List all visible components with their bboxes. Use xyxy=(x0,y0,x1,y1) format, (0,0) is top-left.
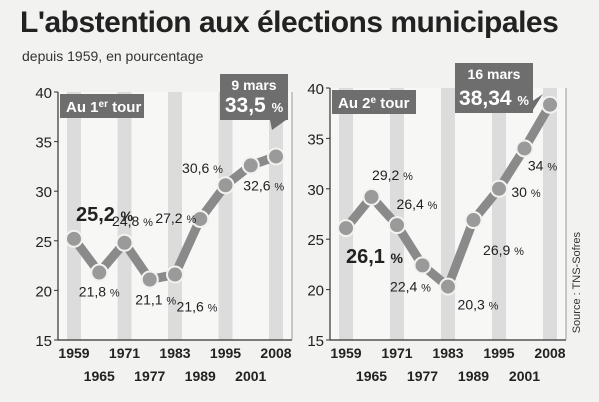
data-point xyxy=(515,139,534,158)
x-tick-label: 1959 xyxy=(330,345,361,361)
y-tick-label: 30 xyxy=(35,184,52,201)
data-label: 21,8 % xyxy=(79,284,120,300)
callout-value: 38,34 % xyxy=(459,87,529,110)
year-band xyxy=(269,92,283,340)
data-point xyxy=(490,179,508,198)
x-tick-label: 1983 xyxy=(159,345,190,361)
callout-box xyxy=(455,63,533,113)
x-tick-label: 2008 xyxy=(534,345,565,361)
data-point xyxy=(191,209,210,228)
data-point xyxy=(216,176,235,195)
panel-title-bg xyxy=(332,90,416,114)
data-label: 27,2 % xyxy=(155,210,196,226)
data-point xyxy=(362,187,381,206)
year-band xyxy=(117,92,132,340)
chart-subtitle: depuis 1959, en pourcentage xyxy=(22,48,204,64)
panel-title-bg xyxy=(60,94,144,118)
y-tick-label: 35 xyxy=(307,131,324,148)
data-point xyxy=(241,156,260,175)
data-point xyxy=(140,270,159,289)
chart-title: L'abstention aux élections municipales xyxy=(20,6,559,39)
callout-date: 9 mars xyxy=(231,77,276,93)
y-tick-label: 20 xyxy=(35,283,52,300)
callout-pointer xyxy=(270,120,286,130)
x-tick-label: 1989 xyxy=(458,368,489,384)
data-label: 32,6 % xyxy=(243,177,284,193)
data-point xyxy=(166,265,184,284)
x-tick-label: 1977 xyxy=(407,368,438,384)
x-tick-label: 1965 xyxy=(356,368,387,384)
data-label: 29,2 % xyxy=(372,167,413,183)
year-band xyxy=(389,88,405,340)
data-label: 34 % xyxy=(528,157,557,173)
x-tick-label: 1971 xyxy=(381,345,412,361)
data-label: 21,1 % xyxy=(135,291,176,307)
chart-panel-1: 15 20 25 30 35 40 1959 1965 1971 1977 1983 1989 1995… xyxy=(35,74,293,384)
x-tick-label: 2001 xyxy=(235,368,266,384)
x-tick-label: 1995 xyxy=(483,345,514,361)
year-band xyxy=(218,92,233,340)
x-tick-label: 1977 xyxy=(134,368,165,384)
data-label: 24,8 % xyxy=(112,213,153,229)
panel-title: Au 1er tour xyxy=(66,99,141,117)
data-label: 20,3 % xyxy=(458,297,499,313)
callout-date: 16 mars xyxy=(468,66,521,82)
data-point xyxy=(388,216,406,235)
callout-box xyxy=(220,74,288,120)
data-label: 21,6 % xyxy=(177,299,218,315)
y-tick-label: 25 xyxy=(307,232,324,249)
year-band xyxy=(67,92,81,340)
data-point xyxy=(65,229,83,248)
x-tick-label: 1983 xyxy=(432,345,463,361)
y-tick-label: 30 xyxy=(307,182,324,199)
y-tick-label: 15 xyxy=(307,333,324,350)
chart-panel-2: 15 20 25 30 35 40 1959 1965 1971 1977 1983 1989 1995… xyxy=(307,63,567,384)
data-label: 26,4 % xyxy=(397,196,438,212)
x-tick-label: 1995 xyxy=(210,345,241,361)
data-point xyxy=(267,147,285,166)
data-point xyxy=(464,211,483,230)
x-tick-label: 1989 xyxy=(185,368,216,384)
panel-title: Au 2e tour xyxy=(338,95,410,113)
data-label: 30 % xyxy=(511,184,540,200)
x-tick-label: 2001 xyxy=(509,368,540,384)
y-tick-label: 20 xyxy=(307,283,324,300)
x-tick-label: 2008 xyxy=(260,345,291,361)
data-point xyxy=(541,95,559,114)
year-band xyxy=(542,88,558,340)
data-label: 22,4 % xyxy=(390,278,431,294)
data-point xyxy=(439,277,457,296)
x-tick-label: 1965 xyxy=(84,368,115,384)
y-tick-label: 25 xyxy=(35,234,52,251)
callout-value: 33,5 % xyxy=(225,94,284,117)
year-band xyxy=(440,88,456,340)
data-point xyxy=(90,263,109,282)
year-band xyxy=(491,88,507,340)
data-label: 30,6 % xyxy=(182,160,223,176)
data-point xyxy=(337,219,355,238)
data-label: 26,1 % xyxy=(346,246,403,268)
x-tick-label: 1971 xyxy=(109,345,140,361)
x-tick-label: 1959 xyxy=(58,345,89,361)
y-tick-label: 40 xyxy=(307,81,324,98)
y-tick-label: 15 xyxy=(35,333,52,350)
data-label: 25,2 % xyxy=(76,204,133,226)
data-point xyxy=(413,256,432,275)
year-band xyxy=(338,88,354,340)
y-tick-label: 40 xyxy=(35,85,52,102)
data-label: 26,9 % xyxy=(483,242,524,258)
y-tick-label: 35 xyxy=(35,135,52,152)
data-point xyxy=(115,233,134,252)
